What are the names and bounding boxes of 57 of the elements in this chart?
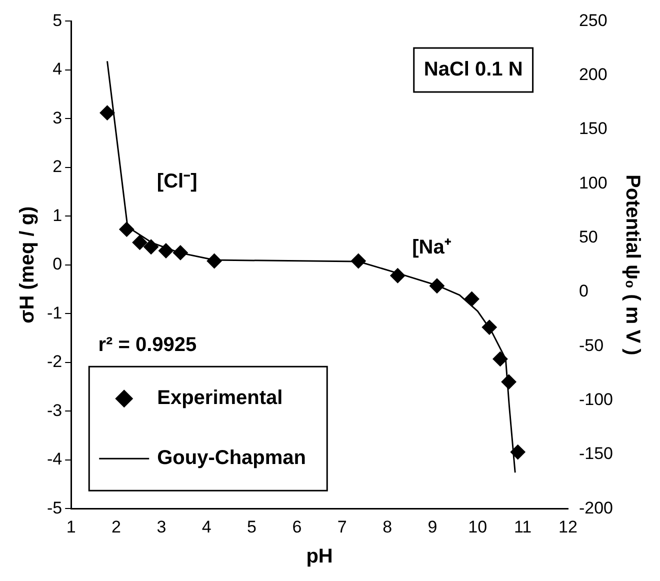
x-tick-label: 10 — [468, 517, 488, 536]
y-tick-label: 0 — [52, 254, 62, 274]
point — [429, 278, 444, 294]
y-tick-label: 5 — [52, 10, 62, 30]
y2-tick-label: 200 — [578, 65, 608, 84]
x-tick-label: 12 — [558, 517, 578, 536]
point — [510, 444, 526, 460]
x-tick-label: 8 — [382, 517, 392, 536]
y-tick-label: 4 — [52, 60, 62, 79]
point — [206, 254, 222, 268]
legend-label: Gouy-Chapman — [157, 447, 306, 470]
x-tick-label: 11 — [514, 517, 532, 536]
y-tick-label: 2 — [52, 157, 62, 176]
point — [390, 268, 406, 284]
x-tick-label: 4 — [202, 517, 212, 536]
point — [492, 351, 508, 366]
y-tick-label: -1 — [46, 303, 62, 322]
y2-tick-label: 0 — [578, 282, 588, 301]
y2-tick-label: 150 — [578, 119, 608, 138]
x-tick-label: 6 — [292, 517, 302, 536]
y-tick-label: -2 — [46, 352, 62, 372]
legend-label: Experimental — [157, 387, 283, 410]
x-tick-label: 5 — [247, 517, 257, 536]
y2-tick-label: -100 — [578, 390, 614, 409]
annotation: NaCl 0.1 N — [424, 58, 523, 80]
x-tick-label: 9 — [428, 517, 438, 536]
point — [172, 245, 188, 260]
y-tick-label: 1 — [52, 206, 62, 225]
annotation: r² = 0.9925 — [98, 334, 197, 356]
y2-tick-label: 100 — [578, 173, 608, 192]
y-tick-label: -5 — [46, 498, 62, 518]
y2-tick-label: 50 — [578, 228, 598, 247]
y2-axis-title: Potential ψ₀ ( m V ) — [621, 174, 644, 356]
y-tick-label: -3 — [46, 400, 62, 420]
x-tick-label: 1 — [66, 517, 76, 536]
annotation: [Na⁺ — [412, 236, 452, 258]
point — [132, 234, 148, 250]
y-axis-title: σH (meq / g) — [16, 206, 39, 324]
point — [158, 243, 174, 258]
y2-tick-label: -200 — [578, 498, 614, 518]
point — [501, 374, 516, 390]
x-axis-title: pH — [306, 546, 333, 568]
point — [350, 254, 366, 268]
annotation: [Cl⁻] — [156, 170, 198, 193]
point — [482, 320, 497, 335]
y2-tick-label: 250 — [578, 10, 608, 30]
y-tick-label: 3 — [52, 108, 62, 128]
y2-tick-label: -150 — [578, 444, 614, 464]
point — [119, 222, 134, 237]
point — [464, 292, 480, 307]
point — [100, 105, 115, 120]
y2-tick-label: -50 — [578, 336, 604, 355]
x-tick-label: 7 — [337, 517, 347, 536]
point — [144, 239, 159, 254]
x-tick-label: 2 — [112, 517, 122, 536]
y-tick-label: -4 — [46, 450, 62, 469]
x-tick-label: 3 — [156, 517, 166, 536]
